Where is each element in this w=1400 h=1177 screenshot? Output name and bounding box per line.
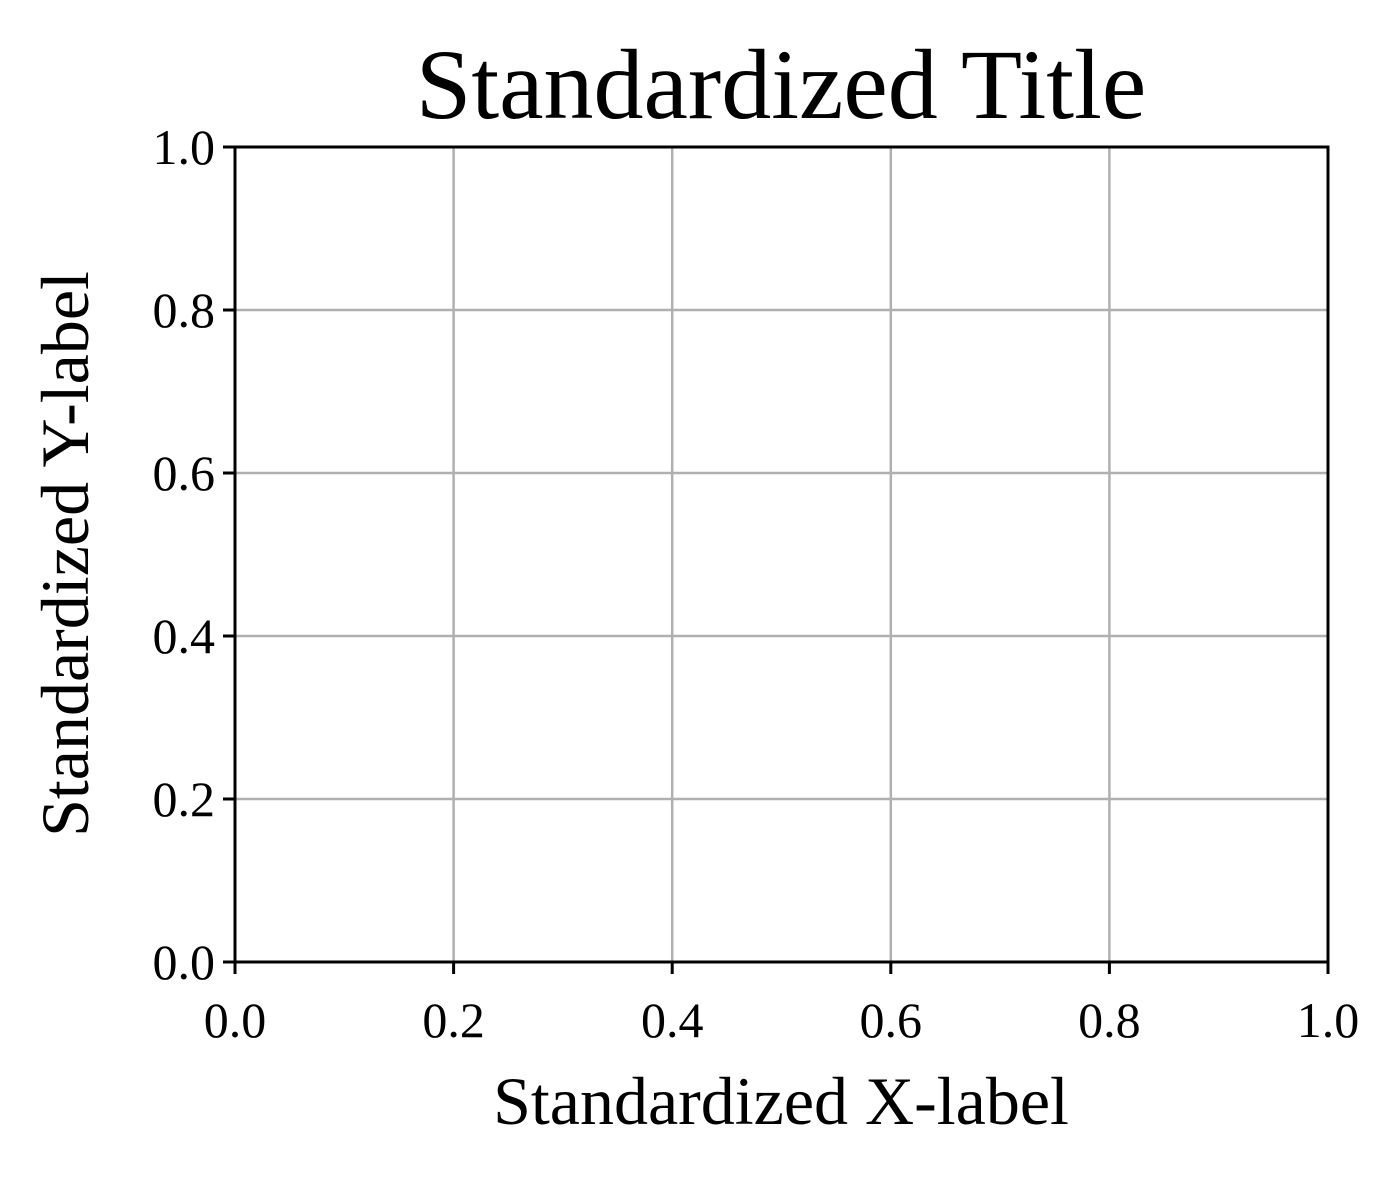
- x-tick-label: 1.0: [1297, 992, 1360, 1048]
- ticks: [223, 145, 1330, 974]
- y-tick-label: 0.6: [153, 445, 216, 501]
- x-tick-label: 0.0: [204, 992, 267, 1048]
- x-axis-label: Standardized X-label: [493, 1063, 1069, 1139]
- y-tick-label: 0.0: [153, 934, 216, 990]
- x-tick-label: 0.8: [1078, 992, 1141, 1048]
- grid: [233, 145, 1330, 964]
- x-tick-label: 0.6: [860, 992, 923, 1048]
- x-tick-label: 0.2: [422, 992, 485, 1048]
- y-tick-label: 0.8: [153, 282, 216, 338]
- x-tick-label: 0.4: [641, 992, 704, 1048]
- plot-frame: [233, 145, 1330, 964]
- y-tick-label: 0.2: [153, 771, 216, 827]
- y-axis-label: Standardized Y-label: [27, 271, 103, 837]
- tick-labels: 0.0 0.2 0.4 0.6 0.8 1.0 0.0 0.2 0.4 0.6 0.8 1.0: [153, 119, 1360, 1048]
- y-tick-label: 0.4: [153, 608, 216, 664]
- y-tick-label: 1.0: [153, 119, 216, 175]
- chart-title: Standardized Title: [416, 29, 1147, 140]
